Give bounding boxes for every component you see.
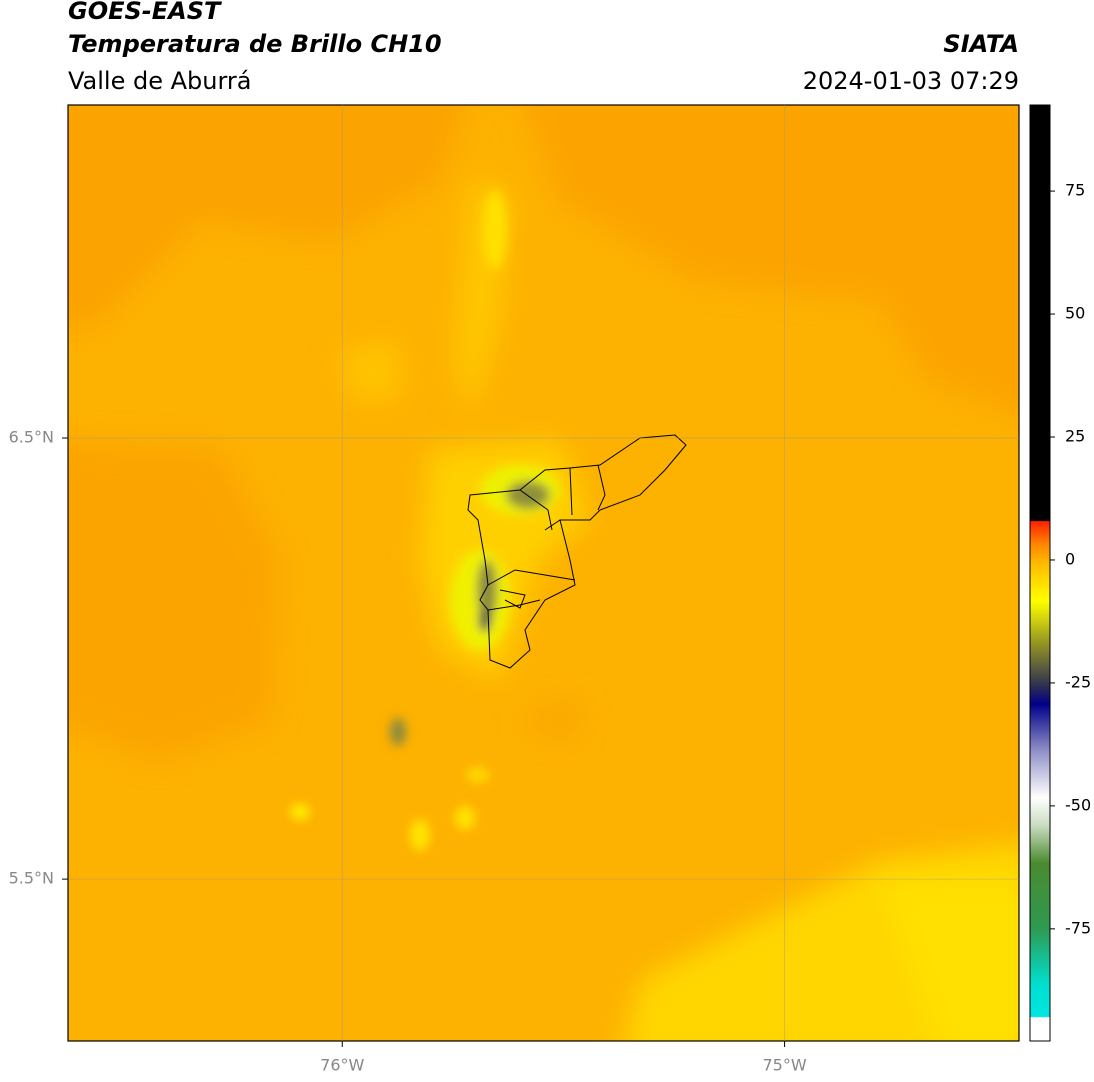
colorbar-tick-label: -25 — [1065, 672, 1091, 691]
municipal-boundaries — [467, 434, 687, 669]
lat-tick-label: 5.5°N — [9, 869, 54, 888]
timestamp: 2024-01-03 07:29 — [803, 67, 1019, 95]
map-field — [68, 105, 1019, 1041]
subtitle: Temperatura de Brillo CH10 — [68, 30, 442, 58]
lon-tick-label: 76°W — [320, 1056, 364, 1075]
source: SIATA — [943, 30, 1019, 58]
region: Valle de Aburrá — [68, 67, 252, 95]
title: GOES-EAST — [68, 0, 222, 25]
lat-tick-label: 6.5°N — [9, 428, 54, 447]
lon-tick-label: 75°W — [762, 1056, 806, 1075]
colorbar-tick-label: -50 — [1065, 795, 1091, 814]
colorbar-tick-label: 25 — [1065, 427, 1085, 446]
colorbar-tick-label: 75 — [1065, 181, 1085, 200]
colorbar-tick-label: -75 — [1065, 918, 1091, 937]
colorbar-tick-label: 50 — [1065, 304, 1085, 323]
colorbar-tick-label: 0 — [1065, 549, 1075, 568]
map-frame — [67, 104, 1020, 1042]
colorbar — [1029, 104, 1051, 1042]
